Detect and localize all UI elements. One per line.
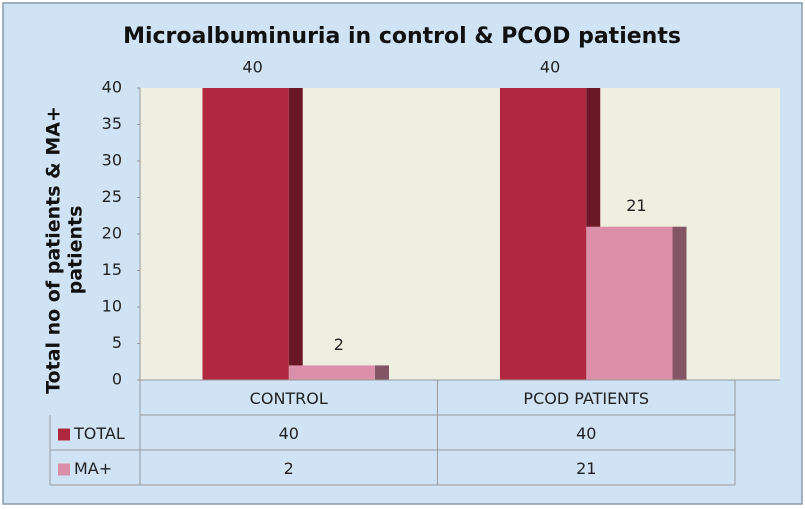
y-axis-label: Total no of patients & MA+	[43, 106, 65, 394]
y-tick-label: 20	[102, 224, 122, 243]
table-value: 40	[576, 424, 596, 443]
y-tick-label: 10	[102, 297, 122, 316]
y-tick-label: 0	[112, 370, 122, 389]
y-tick-label: 25	[102, 187, 122, 206]
y-tick-label: 5	[112, 333, 122, 352]
value-label: 40	[242, 58, 262, 77]
table-value: 40	[279, 424, 299, 443]
table-value: 21	[576, 459, 596, 478]
bar	[202, 88, 289, 380]
value-label: 21	[626, 196, 646, 215]
category-label: CONTROL	[250, 389, 328, 408]
y-tick-label: 35	[102, 114, 122, 133]
y-axis-label: patients	[65, 206, 87, 295]
y-tick-label: 40	[102, 78, 122, 97]
value-label: 2	[334, 335, 344, 354]
bar	[499, 88, 587, 380]
chart-title: Microalbuminuria in control & PCOD patie…	[123, 24, 681, 49]
category-label: PCOD PATIENTS	[523, 389, 649, 408]
bar-side	[375, 365, 390, 380]
table-value: 2	[284, 459, 294, 478]
bar-side	[288, 88, 303, 380]
bar-side	[672, 226, 687, 380]
bar	[288, 365, 376, 380]
y-tick-label: 15	[102, 260, 122, 279]
value-label: 40	[540, 58, 560, 77]
legend-swatch	[58, 428, 70, 441]
legend-swatch	[58, 463, 70, 476]
y-tick-label: 30	[102, 151, 122, 170]
bar	[586, 226, 673, 380]
legend-label: TOTAL	[73, 424, 125, 443]
legend-label: MA+	[74, 459, 112, 478]
